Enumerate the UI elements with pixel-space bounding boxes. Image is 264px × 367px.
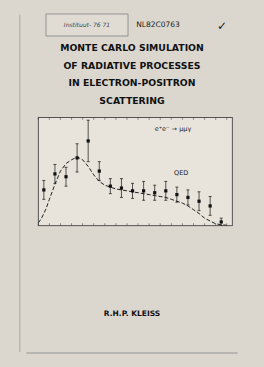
error-bar (209, 197, 212, 216)
data-point (98, 169, 101, 172)
data-point (53, 172, 56, 175)
error-cap (65, 186, 68, 187)
error-bar (198, 192, 201, 211)
title: OF RADIATIVE PROCESSES (63, 60, 200, 71)
error-cap (142, 181, 145, 182)
error-cap (87, 161, 90, 162)
plot-marks (38, 120, 226, 225)
error-bar (164, 181, 167, 200)
data-point (209, 204, 212, 207)
error-cap (65, 167, 68, 168)
error-cap (120, 178, 123, 179)
margin-line (19, 15, 20, 352)
error-bar (42, 180, 45, 199)
error-cap (131, 183, 134, 184)
data-point (120, 186, 123, 189)
data-point (220, 220, 223, 223)
data-point (142, 189, 145, 192)
error-cap (98, 161, 101, 162)
error-cap (109, 178, 112, 179)
data-point (42, 188, 45, 191)
error-cap (153, 200, 156, 201)
error-cap (220, 218, 223, 219)
error-cap (209, 196, 212, 197)
error-cap (76, 172, 79, 173)
error-bar (76, 144, 79, 172)
error-bar (175, 187, 178, 202)
header-text: Instituut- 76 71 (64, 21, 110, 28)
data-point (64, 175, 67, 178)
error-cap (164, 181, 167, 182)
error-bar (131, 183, 134, 198)
data-point (186, 196, 189, 199)
data-point (153, 191, 156, 194)
bottom-rule (26, 353, 237, 354)
error-cap (186, 189, 189, 190)
error-bar (153, 185, 156, 200)
page: Instituut- 76 71 NL82C0763 ✓ MONTE CARLO SI… (0, 0, 264, 367)
annotation: e⁺e⁻ → μμγ (155, 125, 192, 133)
error-bar (98, 162, 101, 181)
curve (38, 157, 226, 225)
data-point (87, 139, 90, 142)
error-bar (220, 218, 223, 226)
title: SCATTERING (99, 95, 164, 106)
data-point (175, 193, 178, 196)
data-point (76, 156, 79, 159)
error-bar (120, 179, 123, 198)
error-bar (65, 167, 68, 186)
error-cap (53, 164, 56, 165)
error-cap (120, 197, 123, 198)
data-point (109, 185, 112, 188)
error-cap (42, 199, 45, 200)
data-point (197, 200, 200, 203)
error-bar (142, 181, 145, 200)
error-cap (87, 120, 90, 121)
header-text: ✓ (217, 19, 227, 33)
error-cap (142, 200, 145, 201)
error-cap (198, 210, 201, 211)
title: MONTE CARLO SIMULATION (60, 42, 204, 53)
plot-frame (38, 117, 232, 225)
error-cap (186, 204, 189, 205)
error-cap (131, 198, 134, 199)
stamp-box (46, 14, 128, 36)
error-bar (87, 120, 90, 161)
error-cap (164, 200, 167, 201)
error-cap (53, 183, 56, 184)
plot-background (38, 117, 232, 225)
error-cap (76, 143, 79, 144)
error-cap (98, 180, 101, 181)
error-cap (175, 202, 178, 203)
error-bar (53, 164, 56, 183)
header-text: NL82C0763 (136, 20, 180, 29)
error-bar (186, 190, 189, 205)
error-bar (109, 179, 112, 194)
data-point (131, 189, 134, 192)
data-point (164, 189, 167, 192)
error-cap (109, 193, 112, 194)
author: R.H.P. KLEISS (104, 309, 160, 318)
error-cap (153, 185, 156, 186)
error-cap (42, 180, 45, 181)
title: IN ELECTRON-POSITRON (68, 77, 195, 88)
error-cap (198, 191, 201, 192)
error-cap (175, 187, 178, 188)
error-cap (209, 215, 212, 216)
annotation: QED (174, 169, 188, 177)
